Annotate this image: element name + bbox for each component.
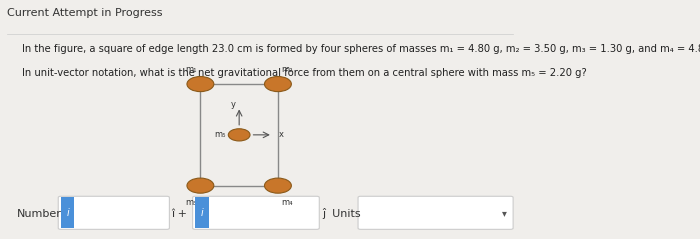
FancyBboxPatch shape xyxy=(193,196,319,229)
FancyBboxPatch shape xyxy=(58,196,169,229)
Text: In the figure, a square of edge length 23.0 cm is formed by four spheres of mass: In the figure, a square of edge length 2… xyxy=(22,44,700,54)
Text: m₂: m₂ xyxy=(281,65,293,74)
Text: m₄: m₄ xyxy=(281,198,293,207)
Text: m₃: m₃ xyxy=(185,198,196,207)
Text: i: i xyxy=(201,208,203,218)
Ellipse shape xyxy=(265,178,291,193)
Text: Current Attempt in Progress: Current Attempt in Progress xyxy=(6,8,162,18)
Text: Number: Number xyxy=(17,209,62,219)
Ellipse shape xyxy=(187,76,214,92)
Text: m₅: m₅ xyxy=(215,130,226,139)
Text: In unit-vector notation, what is the net gravitational force from them on a cent: In unit-vector notation, what is the net… xyxy=(22,68,587,77)
Ellipse shape xyxy=(187,178,214,193)
Text: î +: î + xyxy=(171,209,187,219)
Text: ĵ  Units: ĵ Units xyxy=(322,208,360,219)
Text: m₁: m₁ xyxy=(185,65,197,74)
Text: y: y xyxy=(230,100,235,109)
Text: x: x xyxy=(279,130,284,139)
Ellipse shape xyxy=(228,129,250,141)
FancyBboxPatch shape xyxy=(358,196,513,229)
Text: i: i xyxy=(66,208,69,218)
FancyBboxPatch shape xyxy=(195,197,209,228)
FancyBboxPatch shape xyxy=(61,197,74,228)
Ellipse shape xyxy=(265,76,291,92)
Text: ▾: ▾ xyxy=(502,208,507,218)
